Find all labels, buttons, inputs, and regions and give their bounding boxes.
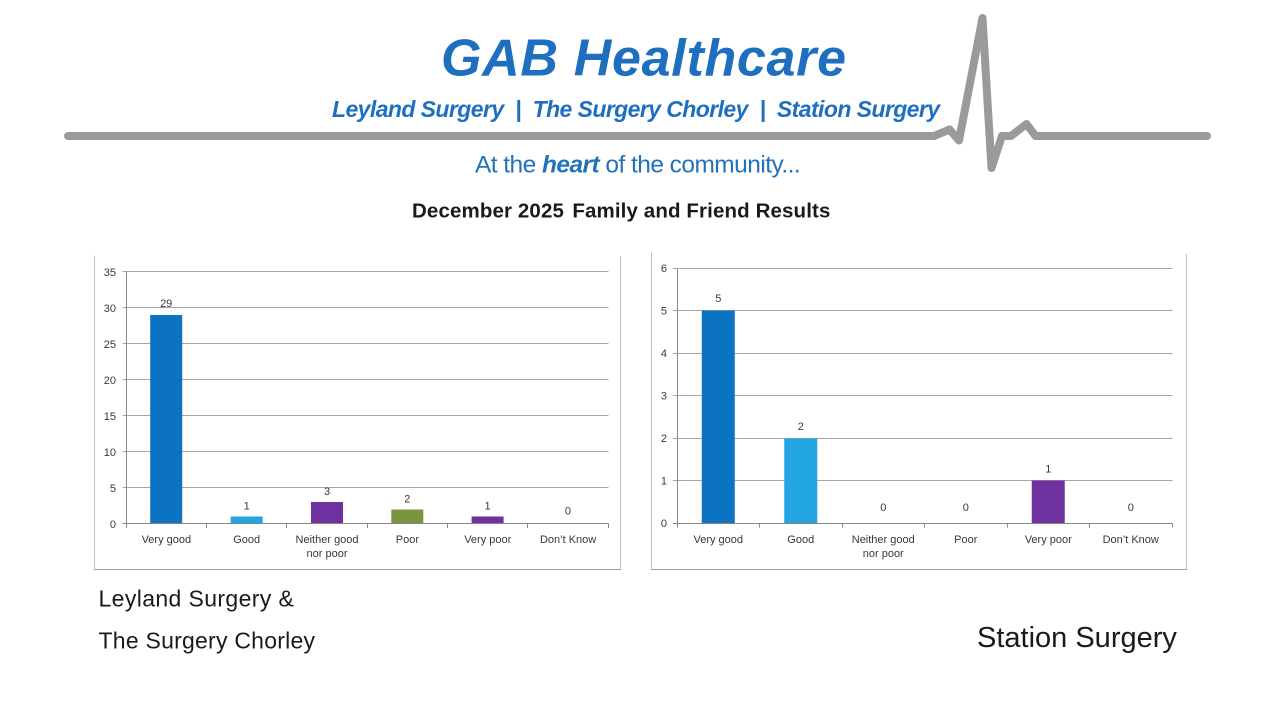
svg-text:1: 1 — [485, 501, 491, 513]
svg-text:GAB Healthcare: GAB Healthcare — [441, 30, 847, 88]
svg-text:30: 30 — [104, 303, 116, 315]
svg-text:2: 2 — [798, 421, 804, 433]
svg-text:Leyland Surgery | The Surger: Leyland Surgery | The Surgery Chorley | … — [332, 96, 941, 122]
svg-text:3: 3 — [324, 486, 330, 498]
svg-text:Very poor: Very poor — [1025, 534, 1072, 546]
svg-text:Good: Good — [787, 534, 814, 546]
svg-text:Good: Good — [233, 534, 260, 546]
svg-text:2: 2 — [404, 493, 410, 505]
svg-text:0: 0 — [110, 519, 116, 531]
svg-text:Very good: Very good — [142, 534, 192, 546]
svg-text:December 2025 Family and Frien: December 2025 Family and Friend Results — [412, 199, 830, 222]
svg-text:29: 29 — [160, 298, 172, 310]
svg-text:Don’t Know: Don’t Know — [540, 534, 596, 546]
svg-text:Poor: Poor — [954, 534, 978, 546]
svg-text:Poor: Poor — [396, 534, 420, 546]
svg-text:Don’t Know: Don’t Know — [1103, 534, 1159, 546]
svg-text:20: 20 — [104, 375, 116, 387]
svg-text:Very poor: Very poor — [464, 534, 511, 546]
svg-text:Neither good: Neither good — [852, 534, 915, 546]
svg-text:5: 5 — [715, 293, 721, 305]
svg-text:6: 6 — [661, 263, 667, 275]
svg-text:15: 15 — [104, 411, 116, 423]
svg-text:Neither good: Neither good — [296, 534, 359, 546]
svg-text:nor poor: nor poor — [307, 548, 348, 560]
svg-text:0: 0 — [565, 506, 571, 518]
svg-text:5: 5 — [110, 483, 116, 495]
svg-text:The Surgery Chorley: The Surgery Chorley — [99, 628, 316, 654]
svg-text:5: 5 — [661, 306, 667, 318]
svg-text:0: 0 — [1128, 502, 1134, 514]
svg-text:At the heart of the community.: At the heart of the community... — [475, 151, 800, 178]
svg-text:35: 35 — [104, 267, 116, 279]
svg-text:Very good: Very good — [693, 534, 743, 546]
svg-text:0: 0 — [880, 502, 886, 514]
svg-text:25: 25 — [104, 339, 116, 351]
svg-text:1: 1 — [1045, 464, 1051, 476]
svg-text:3: 3 — [661, 391, 667, 403]
svg-text:10: 10 — [104, 447, 116, 459]
svg-text:1: 1 — [661, 476, 667, 488]
svg-text:Leyland Surgery &: Leyland Surgery & — [99, 586, 295, 612]
svg-text:0: 0 — [661, 518, 667, 530]
svg-text:1: 1 — [244, 501, 250, 513]
svg-text:nor poor: nor poor — [863, 548, 904, 560]
svg-text:4: 4 — [661, 348, 667, 360]
svg-text:Station Surgery: Station Surgery — [977, 622, 1177, 654]
svg-text:0: 0 — [963, 502, 969, 514]
svg-text:2: 2 — [661, 433, 667, 445]
